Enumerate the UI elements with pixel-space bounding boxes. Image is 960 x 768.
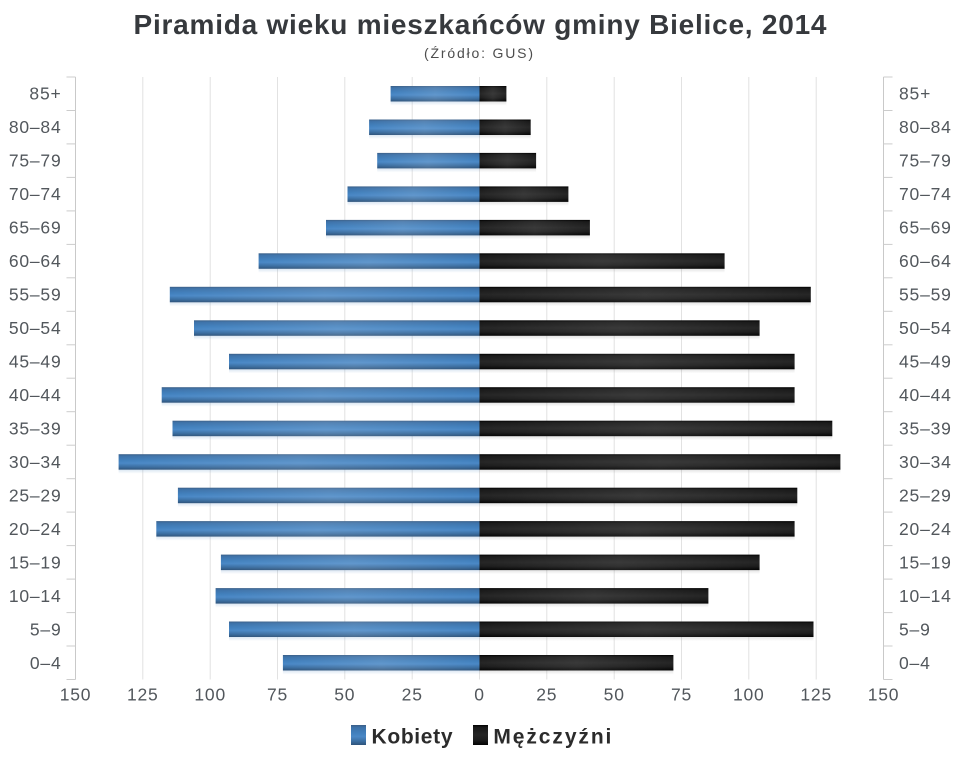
svg-text:35–39: 35–39 (9, 419, 62, 439)
svg-text:20–24: 20–24 (9, 519, 62, 539)
svg-text:5–9: 5–9 (899, 619, 931, 639)
svg-text:45–49: 45–49 (899, 352, 952, 372)
svg-text:60–64: 60–64 (899, 251, 952, 271)
svg-text:85+: 85+ (29, 84, 61, 104)
svg-text:80–84: 80–84 (899, 117, 952, 137)
svg-text:125: 125 (127, 685, 159, 705)
svg-text:Kobiety: Kobiety (372, 726, 453, 749)
svg-text:75–79: 75–79 (9, 151, 62, 171)
svg-text:Mężczyźni: Mężczyźni (493, 726, 611, 749)
svg-text:75: 75 (267, 685, 288, 705)
svg-text:55–59: 55–59 (899, 285, 952, 305)
svg-text:65–69: 65–69 (899, 218, 952, 238)
svg-text:(Źródło: GUS): (Źródło: GUS) (424, 45, 533, 61)
svg-text:15–19: 15–19 (9, 552, 62, 572)
svg-text:150: 150 (868, 685, 900, 705)
svg-text:25–29: 25–29 (9, 485, 62, 505)
svg-text:30–34: 30–34 (899, 452, 952, 472)
svg-text:20–24: 20–24 (899, 519, 952, 539)
svg-text:15–19: 15–19 (899, 552, 952, 572)
svg-text:25: 25 (402, 685, 423, 705)
svg-text:150: 150 (60, 685, 92, 705)
svg-text:80–84: 80–84 (9, 117, 62, 137)
svg-text:30–34: 30–34 (9, 452, 62, 472)
svg-text:65–69: 65–69 (9, 218, 62, 238)
svg-text:55–59: 55–59 (9, 285, 62, 305)
svg-text:25–29: 25–29 (899, 485, 952, 505)
svg-text:85+: 85+ (899, 84, 931, 104)
svg-text:Piramida wieku mieszkańców gmi: Piramida wieku mieszkańców gminy Bielice… (134, 9, 827, 40)
svg-text:100: 100 (733, 685, 765, 705)
svg-text:50: 50 (604, 685, 625, 705)
svg-text:25: 25 (536, 685, 557, 705)
svg-text:5–9: 5–9 (30, 619, 62, 639)
svg-text:70–74: 70–74 (9, 184, 62, 204)
svg-text:125: 125 (800, 685, 832, 705)
svg-text:0: 0 (474, 685, 485, 705)
svg-text:40–44: 40–44 (899, 385, 952, 405)
svg-text:40–44: 40–44 (9, 385, 62, 405)
svg-text:50–54: 50–54 (899, 318, 952, 338)
svg-text:50: 50 (334, 685, 355, 705)
svg-text:70–74: 70–74 (899, 184, 952, 204)
svg-text:60–64: 60–64 (9, 251, 62, 271)
svg-text:75: 75 (671, 685, 692, 705)
svg-text:10–14: 10–14 (899, 586, 952, 606)
svg-text:50–54: 50–54 (9, 318, 62, 338)
svg-text:45–49: 45–49 (9, 352, 62, 372)
svg-text:0–4: 0–4 (30, 653, 62, 673)
svg-text:0–4: 0–4 (899, 653, 931, 673)
svg-text:100: 100 (194, 685, 226, 705)
svg-text:10–14: 10–14 (9, 586, 62, 606)
svg-text:75–79: 75–79 (899, 151, 952, 171)
svg-text:35–39: 35–39 (899, 419, 952, 439)
